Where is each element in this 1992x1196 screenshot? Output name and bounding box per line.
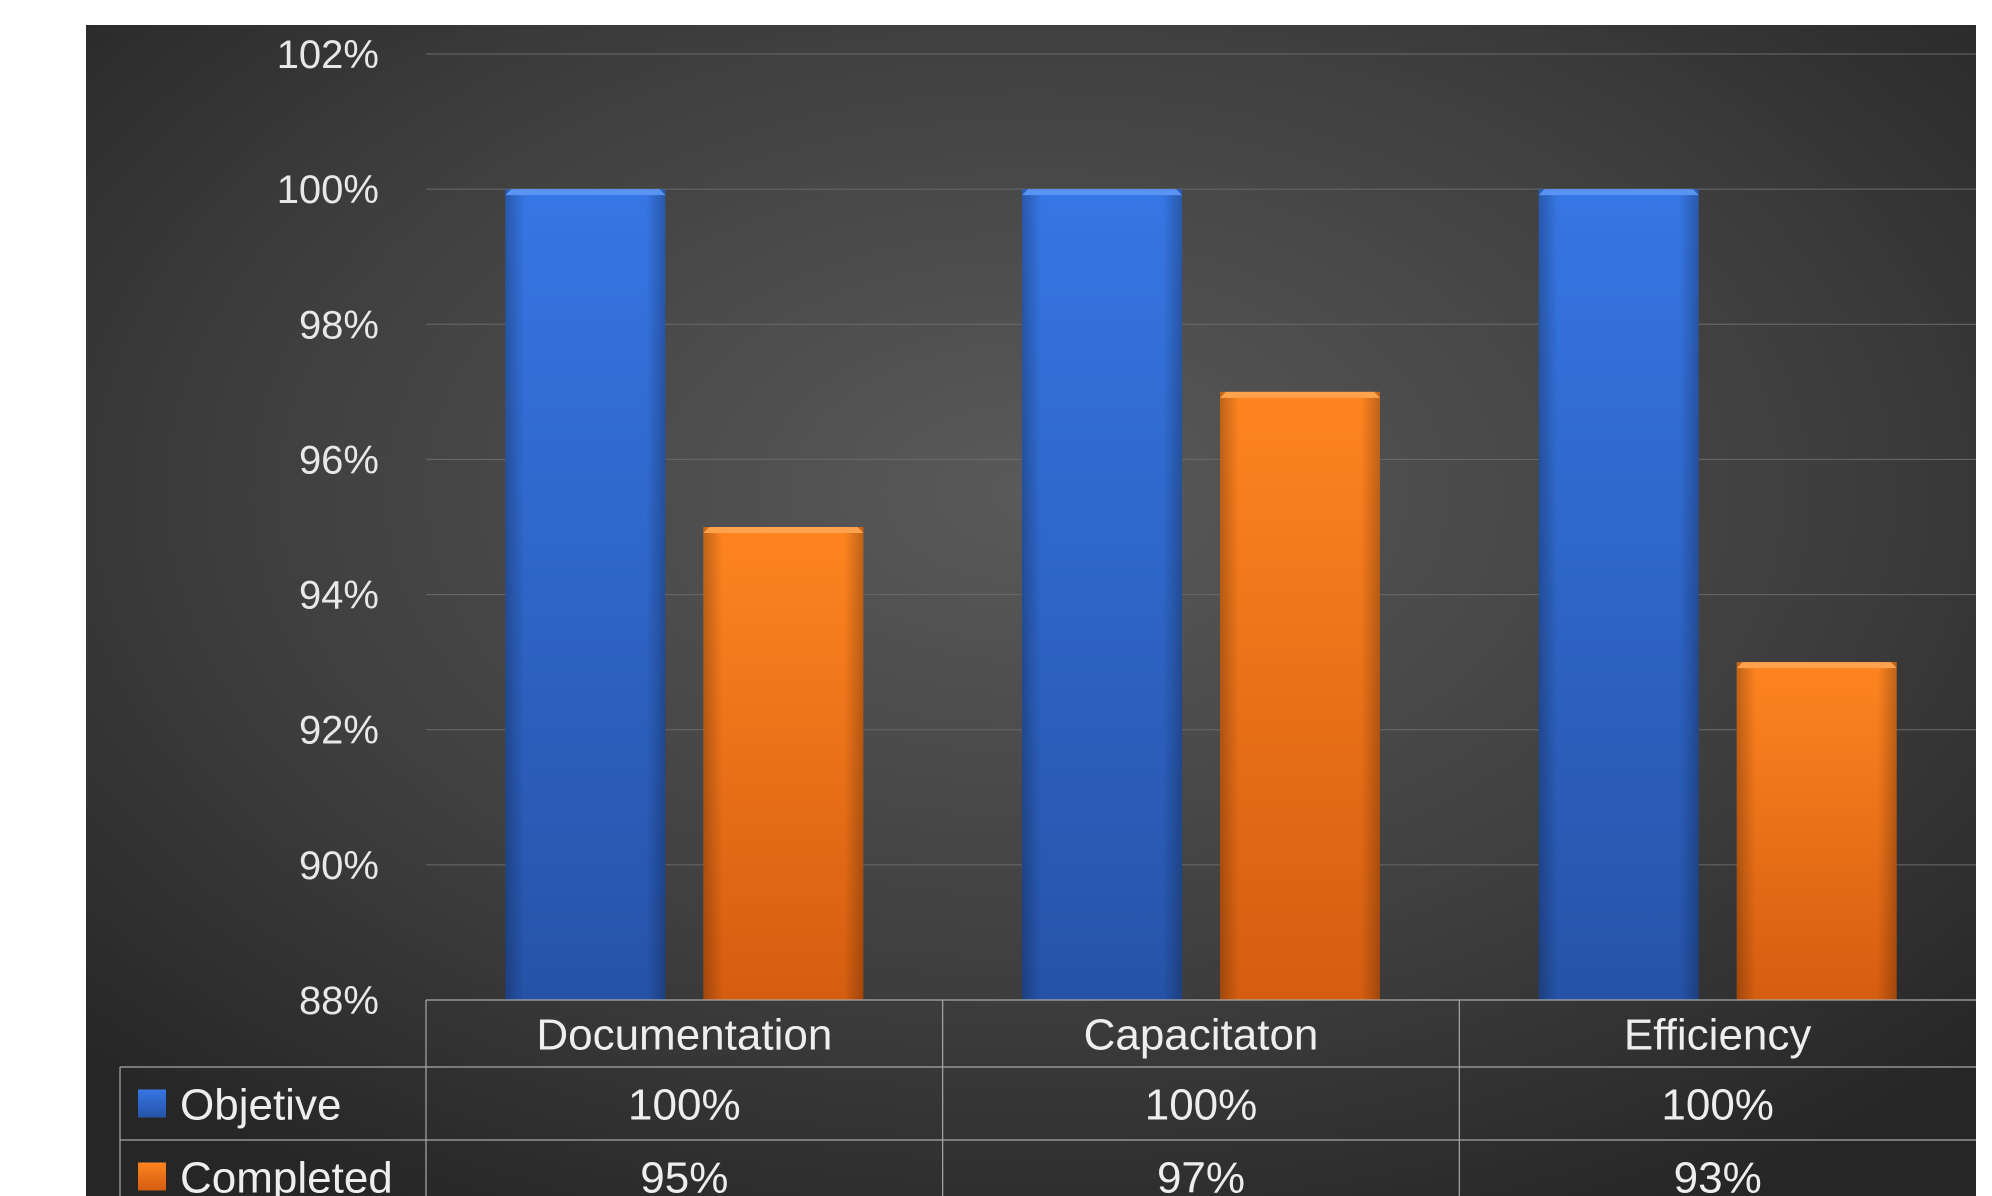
data-label: 100% — [1145, 1081, 1258, 1130]
data-label: 93% — [1674, 1154, 1762, 1196]
category-label: Documentation — [536, 1011, 832, 1060]
y-tick-label: 88% — [299, 979, 379, 1023]
chart-area: 102% 100% 98% 96% 94% 92% 90% 88% Documentation… — [86, 25, 1976, 1196]
y-tick-label: 96% — [299, 438, 379, 482]
bar-shading — [505, 189, 666, 1001]
y-tick-label: 92% — [299, 709, 379, 753]
y-tick-label: 100% — [277, 168, 379, 212]
legend-label: Objetive — [180, 1081, 341, 1130]
bar-shading — [1736, 662, 1897, 1000]
y-tick-label: 102% — [277, 33, 379, 77]
data-label: 97% — [1157, 1154, 1245, 1196]
bars — [505, 189, 1897, 1001]
y-tick-label: 94% — [299, 574, 379, 618]
bar-shading — [1022, 189, 1182, 1001]
bar-chart: 102% 100% 98% 96% 94% 92% 90% 88% Documentation… — [86, 25, 1976, 1196]
bar-bevel — [1022, 189, 1182, 196]
bar-bevel — [1736, 662, 1897, 669]
bar-bevel — [505, 189, 666, 196]
legend-key-completed — [138, 1162, 166, 1191]
bar-bevel — [1538, 189, 1699, 196]
bar-shading — [1220, 391, 1380, 1000]
bar-shading — [1538, 189, 1699, 1001]
legend-key-objetive — [138, 1089, 166, 1118]
legend-label: Completed — [180, 1154, 393, 1196]
y-tick-label: 98% — [299, 303, 379, 347]
gridlines — [426, 53, 1976, 866]
y-axis-ticks: 102% 100% 98% 96% 94% 92% 90% 88% — [277, 33, 379, 1023]
bar-bevel — [703, 527, 864, 533]
bar-shading — [703, 527, 864, 1000]
bar-bevel — [1220, 391, 1380, 398]
data-label: 100% — [628, 1081, 741, 1130]
category-label: Efficiency — [1624, 1011, 1812, 1060]
category-label: Capacitaton — [1084, 1011, 1319, 1060]
data-table: Documentation Capacitaton Efficiency Objeti… — [119, 999, 1976, 1196]
y-tick-label: 90% — [299, 844, 379, 888]
data-label: 95% — [640, 1154, 728, 1196]
data-label: 100% — [1661, 1081, 1774, 1130]
